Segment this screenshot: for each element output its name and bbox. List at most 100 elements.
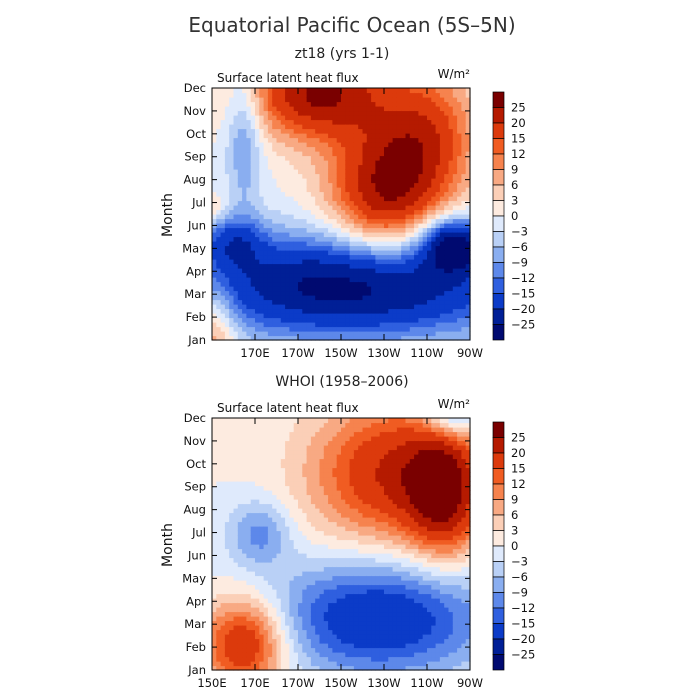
heatmap-cell <box>409 196 415 202</box>
heatmap-cell <box>250 110 256 116</box>
heatmap-cell <box>276 187 282 193</box>
heatmap-cell <box>392 290 398 296</box>
heatmap-cell <box>319 187 325 193</box>
heatmap-cell <box>444 119 450 125</box>
heatmap-cell <box>341 277 346 283</box>
heatmap-cell <box>319 571 325 577</box>
heatmap-cell <box>349 191 355 197</box>
heatmap-cell <box>375 178 381 184</box>
heatmap-cell <box>298 625 303 631</box>
heatmap-cell <box>427 290 432 296</box>
heatmap-cell <box>371 214 376 220</box>
heatmap-cell <box>349 241 355 247</box>
heatmap-cell <box>229 218 235 224</box>
heatmap-cell <box>242 463 247 469</box>
heatmap-cell <box>263 449 269 455</box>
heatmap-cell <box>375 272 381 278</box>
heatmap-cell <box>250 494 256 500</box>
heatmap-cell <box>246 499 252 505</box>
heatmap-cell <box>315 665 321 671</box>
y-tick-label: Mar <box>184 287 206 301</box>
heatmap-cell <box>216 499 222 505</box>
heatmap-cell <box>237 508 243 514</box>
heatmap-cell <box>392 254 398 260</box>
heatmap-cell <box>435 304 441 310</box>
heatmap-cell <box>229 557 235 563</box>
heatmap-cell <box>255 580 260 586</box>
heatmap-cell <box>409 223 415 229</box>
heatmap-cell <box>362 241 368 247</box>
heatmap-cell <box>224 169 230 175</box>
heatmap-cell <box>216 281 222 287</box>
heatmap-cell <box>285 169 290 175</box>
heatmap-cell <box>250 196 256 202</box>
heatmap-cell <box>371 97 376 103</box>
y-tick-label: Dec <box>184 81 206 95</box>
heatmap-cell <box>267 481 273 487</box>
heatmap-cell <box>276 652 282 658</box>
heatmap-cell <box>323 647 329 653</box>
heatmap-cell <box>435 178 441 184</box>
heatmap-cell <box>298 241 303 247</box>
heatmap-cell <box>302 196 308 202</box>
heatmap-cell <box>349 313 355 319</box>
heatmap-cell <box>220 137 226 143</box>
heatmap-cell <box>285 272 290 278</box>
heatmap-cell <box>435 335 441 341</box>
heatmap-cell <box>405 119 411 125</box>
heatmap-cell <box>345 160 351 166</box>
heatmap-cell <box>384 164 389 170</box>
heatmap-cell <box>439 182 445 188</box>
heatmap-cell <box>375 196 381 202</box>
heatmap-cell <box>250 286 256 292</box>
heatmap-cell <box>285 137 290 143</box>
heatmap-cell <box>409 259 415 265</box>
heatmap-cell <box>224 553 230 559</box>
heatmap-cell <box>310 472 316 478</box>
heatmap-cell <box>302 589 308 595</box>
heatmap-cell <box>319 326 325 332</box>
heatmap-cell <box>216 299 222 305</box>
heatmap-cell <box>280 313 286 319</box>
heatmap-cell <box>233 427 239 433</box>
heatmap-cell <box>427 178 432 184</box>
heatmap-cell <box>212 164 217 170</box>
heatmap-cell <box>431 209 437 215</box>
heatmap-cell <box>362 299 368 305</box>
heatmap-cell <box>298 517 303 523</box>
heatmap-cell <box>259 665 265 671</box>
heatmap-cell <box>285 106 290 112</box>
heatmap-cell <box>306 146 312 152</box>
heatmap-cell <box>405 232 411 238</box>
heatmap-cell <box>212 214 217 220</box>
heatmap-cell <box>371 218 376 224</box>
heatmap-cell <box>319 268 325 274</box>
heatmap-cell <box>272 485 278 491</box>
heatmap-cell <box>216 164 222 170</box>
heatmap-cell <box>444 200 450 206</box>
heatmap-cell <box>259 418 265 424</box>
heatmap-cell <box>328 526 333 532</box>
heatmap-cell <box>267 530 273 536</box>
heatmap-cell <box>435 263 441 269</box>
heatmap-cell <box>409 263 415 269</box>
heatmap-cell <box>379 205 385 211</box>
heatmap-cell <box>280 263 286 269</box>
heatmap-cell <box>323 277 329 283</box>
heatmap-cell <box>328 476 333 482</box>
heatmap-cell <box>272 508 278 514</box>
heatmap-cell <box>323 160 329 166</box>
heatmap-cell <box>216 304 222 310</box>
heatmap-cell <box>345 223 351 229</box>
heatmap-cell <box>328 331 333 337</box>
heatmap-cell <box>255 97 260 103</box>
heatmap-cell <box>298 155 303 161</box>
heatmap-cell <box>285 598 290 604</box>
heatmap-cell <box>461 191 467 197</box>
heatmap-cell <box>315 268 321 274</box>
heatmap-cell <box>328 598 333 604</box>
heatmap-cell <box>306 182 312 188</box>
heatmap-cell <box>349 137 355 143</box>
heatmap-cell <box>396 236 402 242</box>
heatmap-cell <box>461 245 467 251</box>
